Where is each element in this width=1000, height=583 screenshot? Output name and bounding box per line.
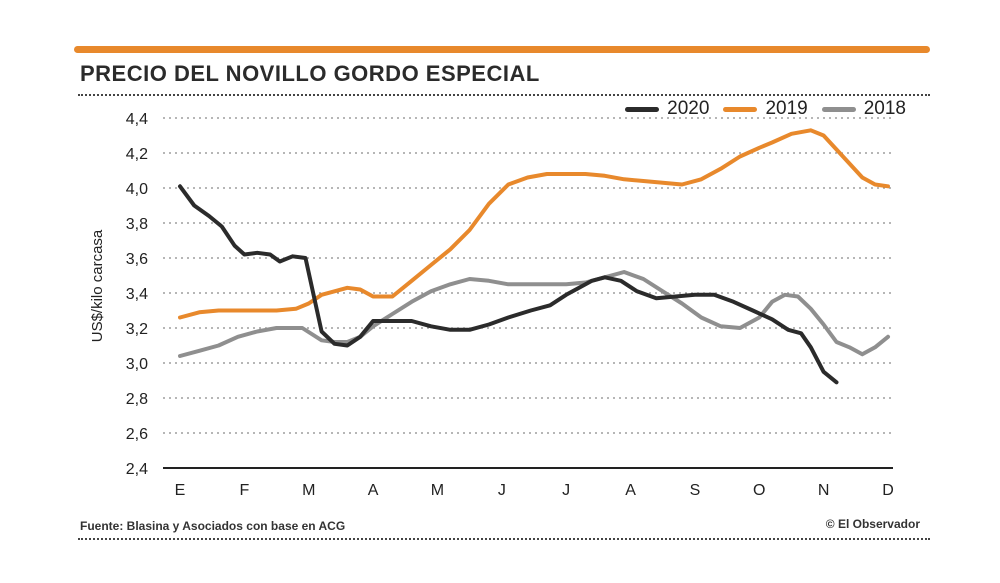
chart-title: PRECIO DEL NOVILLO GORDO ESPECIAL — [80, 61, 540, 86]
y-tick-label: 4,2 — [126, 146, 148, 163]
y-tick-label: 2,8 — [126, 391, 148, 408]
x-tick-label: F — [239, 482, 249, 499]
y-tick-label: 4,0 — [126, 181, 148, 198]
footer-divider — [78, 538, 930, 540]
x-tick-label: A — [368, 482, 379, 499]
y-tick-labels: 2,4 2,6 2,8 3,0 3,2 3,4 3,6 3,8 4,0 4,2 4,4 — [126, 111, 148, 478]
series-line-2020 — [178, 184, 839, 385]
legend-label-2018: 2018 — [863, 98, 906, 119]
x-tick-label: D — [882, 482, 894, 499]
y-axis-label: US$/kilo carcasa — [89, 229, 106, 342]
legend-label-2019: 2019 — [765, 98, 808, 119]
series-lines — [178, 128, 890, 385]
title-divider — [78, 94, 930, 96]
x-tick-label: S — [690, 482, 701, 499]
series-line-2018 — [178, 270, 890, 358]
legend-swatch-2019 — [723, 106, 758, 112]
legend-label-2020: 2020 — [667, 98, 710, 119]
y-tick-label: 4,4 — [126, 111, 148, 128]
legend-swatch-2018 — [821, 106, 856, 112]
y-tick-label: 3,8 — [126, 216, 148, 233]
legend-item-2020: 2020 — [625, 98, 709, 120]
chart-legend: 2020 2019 2018 — [625, 98, 906, 120]
x-tick-label: J — [562, 482, 570, 499]
series-line-2019 — [178, 128, 890, 320]
legend-item-2018: 2018 — [821, 98, 906, 120]
x-tick-label: N — [818, 482, 830, 499]
y-tick-label: 3,2 — [126, 321, 148, 338]
grid-lines — [163, 117, 893, 469]
x-tick-label: J — [498, 482, 506, 499]
y-tick-label: 3,4 — [126, 286, 148, 303]
x-tick-label: M — [302, 482, 315, 499]
x-tick-label: O — [753, 482, 765, 499]
source-note: Fuente: Blasina y Asociados con base en … — [80, 519, 346, 533]
y-tick-label: 2,4 — [126, 461, 148, 478]
y-tick-label: 3,0 — [126, 356, 148, 373]
y-tick-label: 3,6 — [126, 251, 148, 268]
x-tick-label: E — [175, 482, 186, 499]
credit-note: © El Observador — [825, 517, 920, 531]
x-tick-label: M — [431, 482, 444, 499]
y-tick-label: 2,6 — [126, 426, 148, 443]
x-tick-label: A — [625, 482, 636, 499]
legend-item-2019: 2019 — [723, 98, 808, 120]
legend-swatch-2020 — [625, 106, 660, 112]
header-accent-bar — [74, 46, 930, 53]
